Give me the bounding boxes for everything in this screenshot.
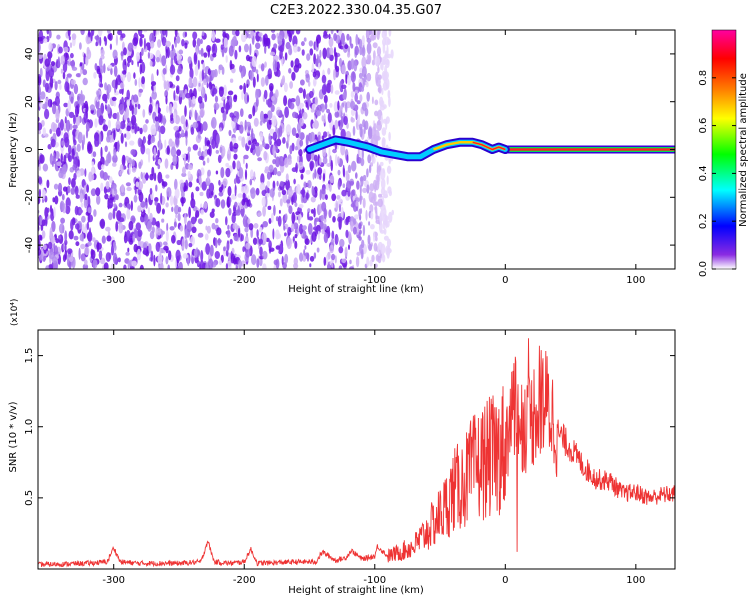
colorbar-tick-label: 0.6 <box>698 118 709 134</box>
snr-y-label: SNR (10 * v/v) <box>8 401 19 472</box>
colorbar-tick-label: 0.2 <box>698 213 709 229</box>
colorbar-label: Normalized spectral amplitude <box>738 73 749 227</box>
colorbar-ticks: 0.0 0.2 0.4 0.6 0.8 <box>698 70 736 277</box>
spectrogram-plot-area <box>38 30 675 269</box>
x-tick-label: 100 <box>626 275 645 286</box>
x-tick-label: -100 <box>363 575 386 586</box>
signal-track <box>305 135 510 162</box>
snr-series-line <box>38 338 675 568</box>
y-tick-label: -20 <box>24 189 35 205</box>
snr-panel: -300 -200 -100 0 100 0.5 1.0 1.5 Height of str… <box>8 299 676 596</box>
y-tick-label: 0 <box>24 146 35 152</box>
x-tick-label: -100 <box>363 275 386 286</box>
colorbar-tick-label: 0.0 <box>698 261 709 277</box>
y-tick-label: 20 <box>24 95 35 108</box>
y-tick-label: 1.5 <box>24 348 35 364</box>
colorbar-gradient <box>711 29 737 270</box>
y-tick-label: 0.5 <box>24 490 35 506</box>
spectrogram-y-ticks: -40 -20 0 20 40 <box>24 48 675 253</box>
x-tick-label: 100 <box>626 575 645 586</box>
figure-title: C2E3.2022.330.04.35.G07 <box>270 3 442 18</box>
y-tick-label: 40 <box>24 48 35 61</box>
snr-x-label: Height of straight line (km) <box>288 585 424 596</box>
spectrogram-y-label: Frequency (Hz) <box>8 112 19 188</box>
colorbar: 0.0 0.2 0.4 0.6 0.8 Normalized spectral ampl… <box>698 29 749 277</box>
x-tick-label: -200 <box>233 575 256 586</box>
x-tick-label: -300 <box>102 275 125 286</box>
x-tick-label: 0 <box>502 275 508 286</box>
snr-scale-label: (x10⁴) <box>10 299 20 326</box>
carrier-line <box>505 145 675 154</box>
spectrogram-x-label: Height of straight line (km) <box>288 284 424 295</box>
y-tick-label: -40 <box>24 237 35 253</box>
x-tick-label: -200 <box>233 275 256 286</box>
snr-plot-area <box>38 338 675 568</box>
x-tick-label: 0 <box>502 575 508 586</box>
colorbar-tick-label: 0.8 <box>698 70 709 86</box>
y-tick-label: 1.0 <box>24 419 35 435</box>
snr-y-ticks: 0.5 1.0 1.5 <box>24 348 675 506</box>
snr-x-ticks: -300 -200 -100 0 100 <box>102 330 645 586</box>
spectrogram-x-ticks: -300 -200 -100 0 100 <box>102 30 645 286</box>
snr-frame <box>37 329 676 570</box>
x-tick-label: -300 <box>102 575 125 586</box>
colorbar-tick-label: 0.4 <box>698 165 709 181</box>
noise-speckle <box>38 30 395 269</box>
